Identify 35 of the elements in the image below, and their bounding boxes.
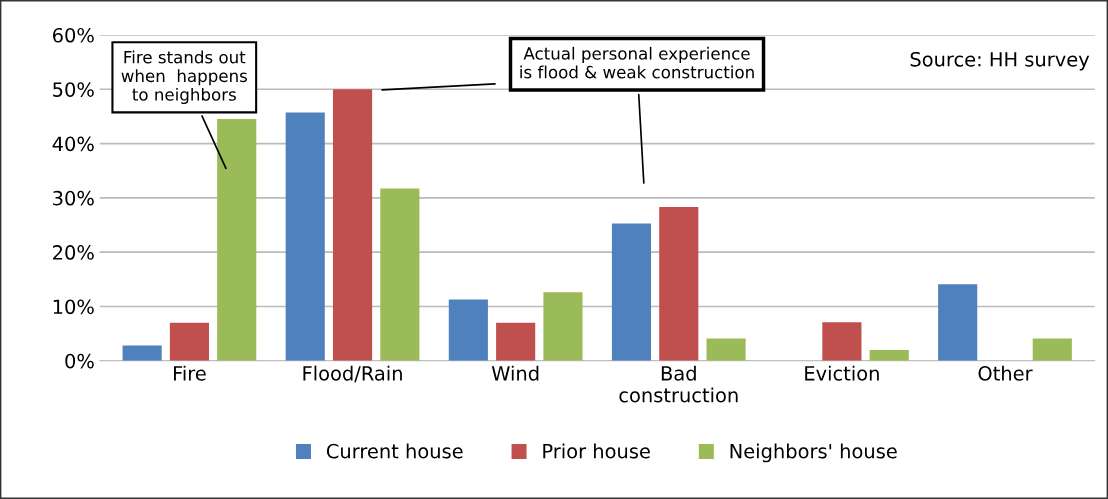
x-tick-label: Bad construction [619,365,738,403]
bar [543,292,583,361]
bar [332,89,373,361]
x-tick-label: Fire [173,365,206,381]
legend-label: Prior house [543,443,650,459]
bar [217,119,257,361]
y-tick-label: 50% [53,82,94,97]
bar [869,349,909,361]
x-tick-label: Other [978,365,1033,381]
y-tick-label: 60% [53,27,94,43]
annotation: Actual personal experience is flood & weak construction [520,46,754,79]
bar [448,299,488,361]
bar [1032,338,1072,361]
y-tick-label: 0% [65,353,94,369]
bar [706,338,746,361]
y-tick-label: 10% [53,299,94,315]
bar [822,322,862,361]
y-tick-label: 20% [53,245,94,260]
annotation: Source: HH survey [910,51,1090,71]
bar [659,207,699,361]
legend-label: Neighbors' house [730,443,897,463]
x-tick-label: Flood/Rain [303,365,402,383]
x-tick-label: Eviction [805,365,879,381]
bar [169,322,210,361]
legend-label: Current house [326,443,463,459]
bar [285,112,325,361]
bar [122,345,162,361]
bar [496,322,536,361]
bar [938,284,978,361]
y-tick-label: 40% [52,136,94,152]
bar [611,223,652,361]
annotation: Fire stands out when happens to neighbors [121,50,247,105]
x-tick-label: Wind [491,365,539,381]
y-tick-label: 30% [53,190,94,206]
bar [380,188,420,361]
